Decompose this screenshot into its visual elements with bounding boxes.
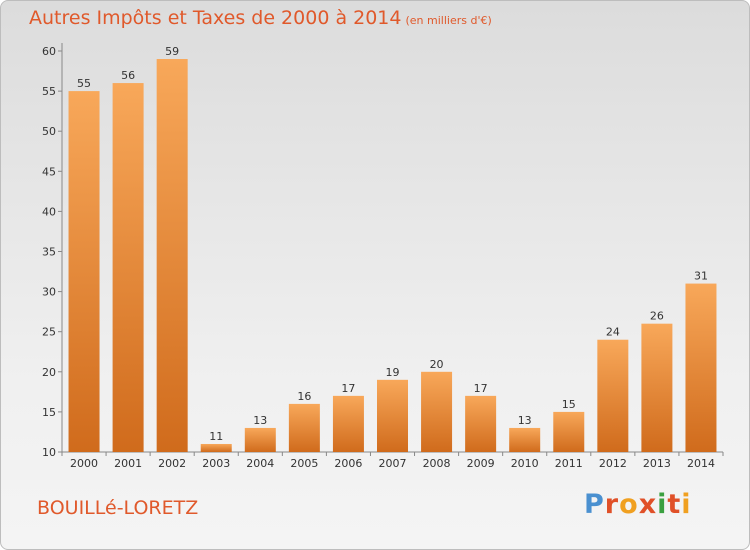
chart-title: Autres Impôts et Taxes de 2000 à 2014 (en… xyxy=(29,7,492,29)
bar-value-label: 24 xyxy=(606,326,620,339)
y-tick-label: 60 xyxy=(42,45,56,58)
x-tick-label: 2000 xyxy=(70,457,98,470)
y-tick-label: 30 xyxy=(42,286,56,299)
bar xyxy=(156,59,188,453)
bar xyxy=(288,403,320,452)
bar-value-label: 13 xyxy=(253,414,267,427)
title-unit: (en milliers d'€) xyxy=(405,14,492,27)
bar xyxy=(112,83,144,452)
x-tick-label: 2008 xyxy=(423,457,451,470)
y-tick-label: 20 xyxy=(42,366,56,379)
bar-value-label: 26 xyxy=(650,310,664,323)
bar-value-label: 56 xyxy=(121,69,135,82)
bar xyxy=(377,379,408,452)
logo-letter: P xyxy=(584,489,605,520)
logo-letter: t xyxy=(667,489,682,520)
logo-letter: i xyxy=(681,489,692,520)
y-tick-label: 45 xyxy=(42,165,56,178)
logo-letter: o xyxy=(619,489,639,520)
y-tick-label: 15 xyxy=(42,406,56,419)
bar xyxy=(553,411,585,452)
bar-value-label: 20 xyxy=(430,358,444,371)
bar xyxy=(641,323,673,452)
bar xyxy=(200,443,232,452)
x-tick-label: 2001 xyxy=(114,457,142,470)
bar-value-label: 17 xyxy=(474,382,488,395)
bar-value-label: 31 xyxy=(694,270,708,283)
y-tick-label: 40 xyxy=(42,205,56,218)
x-tick-label: 2005 xyxy=(290,457,318,470)
bar xyxy=(244,427,276,452)
bar xyxy=(597,339,629,452)
x-tick-label: 2014 xyxy=(687,457,715,470)
x-tick-label: 2010 xyxy=(511,457,539,470)
bar-value-label: 55 xyxy=(77,77,91,90)
logo-letter: i xyxy=(657,489,668,520)
bar xyxy=(68,91,100,452)
bar xyxy=(465,395,497,452)
bar xyxy=(509,427,541,452)
chart-bars: 55 56 59 11 13 16 17 19 20 17 13 15 24 26 31 xyxy=(68,45,717,453)
bar-value-label: 16 xyxy=(297,390,311,403)
commune-name: BOUILLé-LORETZ xyxy=(37,497,199,519)
bar-value-label: 15 xyxy=(562,398,576,411)
bar-value-label: 17 xyxy=(341,382,355,395)
bar xyxy=(685,283,717,452)
y-tick-label: 50 xyxy=(42,125,56,138)
x-tick-label: 2012 xyxy=(599,457,627,470)
proxiti-logo: Proxiti xyxy=(584,489,692,520)
bar xyxy=(421,371,453,452)
x-tick-label: 2004 xyxy=(246,457,274,470)
x-tick-label: 2007 xyxy=(379,457,407,470)
y-tick-label: 55 xyxy=(42,85,56,98)
bar-value-label: 59 xyxy=(165,45,179,58)
title-text: Autres Impôts et Taxes de 2000 à 2014 xyxy=(29,7,402,29)
y-tick-label: 35 xyxy=(42,246,56,259)
logo-letter: x xyxy=(638,489,658,520)
bar-value-label: 19 xyxy=(386,366,400,379)
x-tick-label: 2002 xyxy=(158,457,186,470)
y-tick-label: 10 xyxy=(42,446,56,459)
bar-value-label: 13 xyxy=(518,414,532,427)
x-tick-label: 2003 xyxy=(202,457,230,470)
bar xyxy=(332,395,364,452)
x-tick-label: 2006 xyxy=(334,457,362,470)
bar-value-label: 11 xyxy=(209,430,223,443)
x-tick-label: 2009 xyxy=(467,457,495,470)
logo-letter: r xyxy=(604,489,620,520)
x-tick-label: 2013 xyxy=(643,457,671,470)
x-tick-label: 2011 xyxy=(555,457,583,470)
y-tick-label: 25 xyxy=(42,326,56,339)
